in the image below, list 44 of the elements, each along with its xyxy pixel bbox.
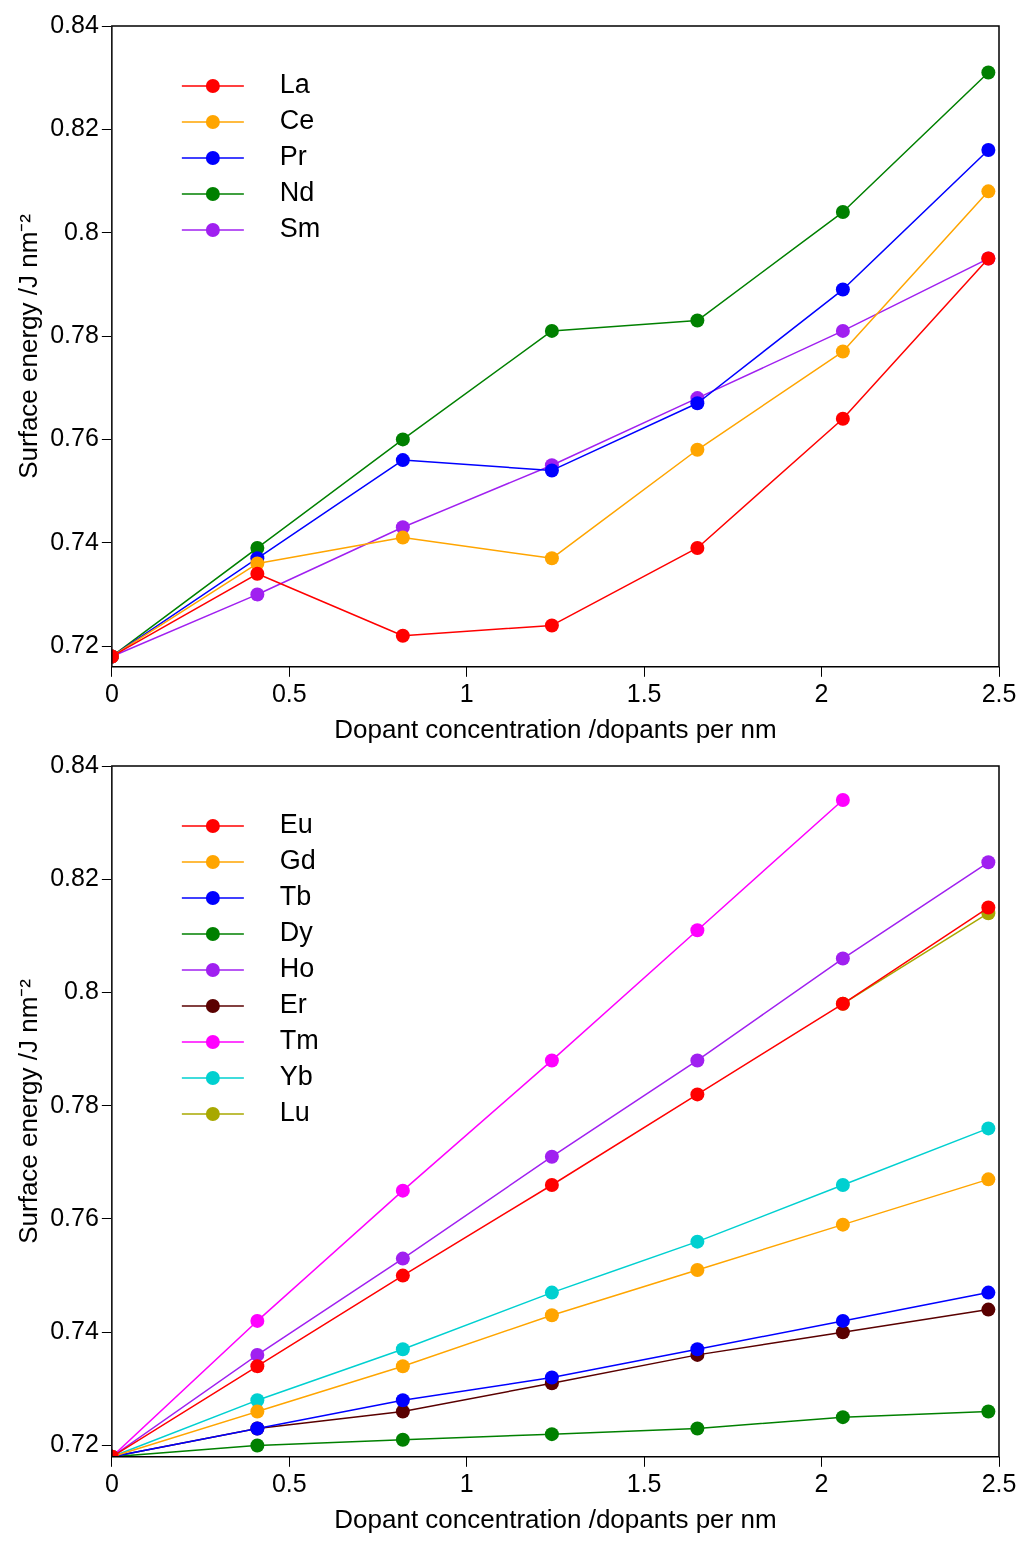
x-tick-label: 1 xyxy=(459,1468,474,1497)
x-tick-label: 2 xyxy=(814,1468,829,1497)
x-tick-label: 0.5 xyxy=(271,678,307,707)
legend-label: Er xyxy=(279,989,307,1020)
y-tick-label: 0.72 xyxy=(50,1429,99,1458)
y-tick-label: 0.74 xyxy=(50,526,99,555)
y-tick-label: 0.82 xyxy=(50,113,99,142)
legend-label: Pr xyxy=(279,141,307,172)
legend-label: Sm xyxy=(279,213,321,244)
x-tick-label: 1 xyxy=(459,678,474,707)
y-tick-label: 0.8 xyxy=(64,976,99,1005)
x-tick-label: 1.5 xyxy=(626,1468,662,1497)
x-tick-label: 0.5 xyxy=(271,1468,307,1497)
legend-label: Dy xyxy=(279,917,314,948)
legend-label: Eu xyxy=(279,809,313,840)
legend-label: Gd xyxy=(279,845,316,876)
x-axis-title: Dopant concentration /dopants per nm xyxy=(334,1503,777,1534)
y-tick-label: 0.74 xyxy=(50,1316,99,1345)
y-tick-label: 0.84 xyxy=(50,9,99,38)
legend-label: Ho xyxy=(279,953,315,984)
x-axis-title: Dopant concentration /dopants per nm xyxy=(334,713,777,744)
y-tick-label: 0.8 xyxy=(64,216,99,245)
y-axis-title: Surface energy /J nm⁻² xyxy=(12,978,43,1244)
y-axis-title: Surface energy /J nm⁻² xyxy=(12,213,43,479)
y-tick-label: 0.82 xyxy=(50,863,99,892)
x-tick-label: 2.5 xyxy=(981,1468,1017,1497)
legend-label: La xyxy=(279,69,311,100)
x-tick-label: 0 xyxy=(104,1468,119,1497)
x-tick-label: 1.5 xyxy=(626,678,662,707)
legend-label: Ce xyxy=(279,105,315,136)
legend-label: Yb xyxy=(279,1061,313,1092)
y-tick-label: 0.76 xyxy=(50,423,99,452)
y-tick-label: 0.72 xyxy=(50,630,99,659)
x-tick-label: 0 xyxy=(104,678,119,707)
y-tick-label: 0.78 xyxy=(50,1089,99,1118)
legend-label: Lu xyxy=(279,1097,310,1128)
legend-label: Tb xyxy=(279,881,312,912)
x-tick-label: 2 xyxy=(814,678,829,707)
legend-label: Tm xyxy=(279,1025,319,1056)
x-tick-label: 2.5 xyxy=(981,678,1017,707)
y-tick-label: 0.84 xyxy=(50,749,99,778)
y-tick-label: 0.76 xyxy=(50,1202,99,1231)
legend-label: Nd xyxy=(279,177,315,208)
y-tick-label: 0.78 xyxy=(50,319,99,348)
